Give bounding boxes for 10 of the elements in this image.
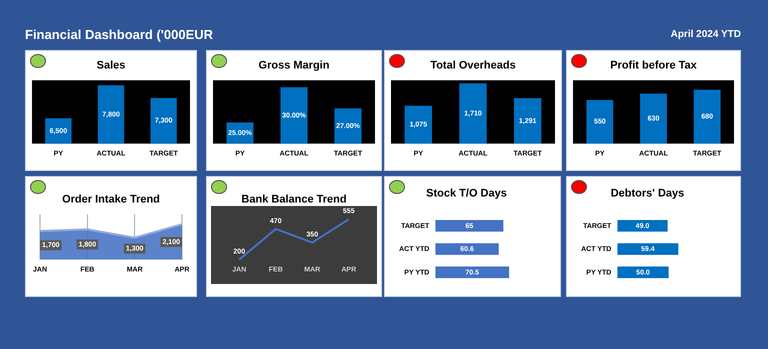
chart-title: Profit before Tax (610, 60, 698, 72)
chart-title: Gross Margin (258, 60, 330, 72)
text: Financial Dashboard ('000EUR (25, 27, 214, 42)
chart-title: Debtors' Days (610, 188, 684, 200)
chart-title: Stock T/O Days (426, 188, 507, 200)
chart-title: Bank Balance Trend (241, 194, 347, 206)
chart-title: Sales (96, 60, 126, 72)
text: April 2024 YTD (670, 29, 741, 40)
chart-title: Order Intake Trend (62, 194, 160, 206)
chart-title: Total Overheads (430, 60, 516, 72)
